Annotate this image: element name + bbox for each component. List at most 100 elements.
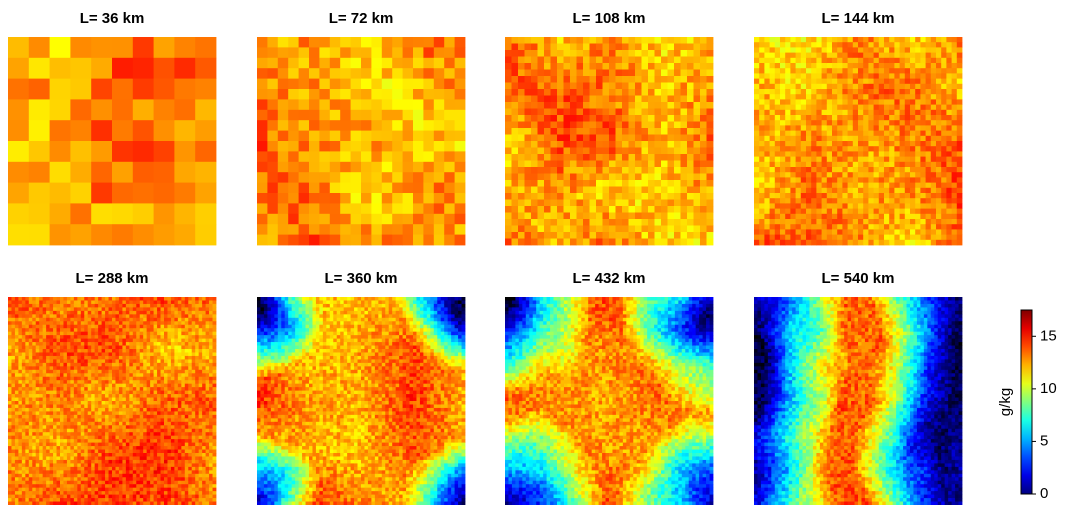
heatmap-cell xyxy=(454,37,466,48)
heatmap-cell xyxy=(842,42,848,48)
heatmap-cell xyxy=(628,225,636,233)
heatmap-cell xyxy=(60,307,64,312)
heatmap-cell xyxy=(105,404,109,409)
heatmap-cell xyxy=(654,63,662,70)
heatmap-cell xyxy=(936,78,942,85)
heatmap-cell xyxy=(11,453,16,457)
heatmap-cell xyxy=(39,463,44,468)
heatmap-cell xyxy=(899,213,906,220)
heatmap-cell xyxy=(101,466,106,471)
heatmap-cell xyxy=(941,239,947,246)
heatmap-cell xyxy=(680,115,688,122)
heatmap-cell xyxy=(570,82,577,90)
heatmap-cell xyxy=(267,57,279,69)
heatmap-cell xyxy=(11,394,16,398)
heatmap-cell xyxy=(641,115,649,122)
heatmap-cell xyxy=(381,151,393,163)
heatmap-cell xyxy=(63,359,68,364)
heatmap-cell xyxy=(936,177,942,183)
heatmap-cell xyxy=(80,352,85,357)
heatmap-cell xyxy=(609,212,616,220)
heatmap-cell xyxy=(785,198,791,204)
heatmap-cell xyxy=(11,366,16,371)
heatmap-cell xyxy=(28,57,50,79)
heatmap-cell xyxy=(32,390,37,395)
heatmap-cell xyxy=(8,78,30,100)
heatmap-cell xyxy=(596,121,603,129)
heatmap-cell xyxy=(873,130,880,137)
heatmap-cell xyxy=(350,68,362,79)
heatmap-cell xyxy=(11,432,16,437)
heatmap-cell xyxy=(936,104,942,111)
heatmap-cell xyxy=(105,359,109,364)
heatmap-cell xyxy=(91,161,113,183)
heatmap-cell xyxy=(769,198,776,204)
heatmap-cell xyxy=(884,172,890,178)
heatmap-cell xyxy=(920,47,926,53)
heatmap-cell xyxy=(32,324,37,329)
heatmap-cell xyxy=(706,56,714,64)
heatmap-cell xyxy=(132,37,154,59)
heatmap-cell xyxy=(693,238,701,246)
heatmap-cell xyxy=(936,73,942,79)
heatmap-cell xyxy=(84,466,89,471)
heatmap-cell xyxy=(18,369,23,374)
heatmap-cell xyxy=(894,213,900,220)
heatmap-cell xyxy=(641,219,649,226)
heatmap-cell xyxy=(915,135,921,142)
heatmap-cell xyxy=(66,466,71,471)
heatmap-cell xyxy=(8,317,12,322)
heatmap-cell xyxy=(28,484,33,489)
heatmap-cell xyxy=(628,121,636,129)
heatmap-cell xyxy=(94,414,99,419)
heatmap-cell xyxy=(319,120,331,131)
heatmap-cell xyxy=(35,446,40,450)
heatmap-cell xyxy=(609,232,616,239)
heatmap-cell xyxy=(28,338,33,343)
heatmap-cell xyxy=(524,238,532,246)
heatmap-cell xyxy=(39,477,44,482)
heatmap-cell xyxy=(195,57,217,79)
heatmap-cell xyxy=(764,130,770,137)
heatmap-cell xyxy=(298,78,310,90)
heatmap-cell xyxy=(11,307,16,312)
heatmap-cell xyxy=(826,167,833,173)
heatmap-cell xyxy=(63,338,68,343)
heatmap-cell xyxy=(795,89,802,95)
heatmap-cell xyxy=(112,380,116,385)
heatmap-cell xyxy=(329,89,341,100)
heatmap-cell xyxy=(654,56,662,64)
heatmap-cell xyxy=(956,151,963,157)
heatmap-cell xyxy=(21,342,26,346)
heatmap-cell xyxy=(257,172,268,183)
heatmap-cell xyxy=(84,470,89,475)
heatmap-cell xyxy=(21,390,26,395)
heatmap-cell xyxy=(790,73,796,79)
heatmap-cell xyxy=(94,324,99,329)
heatmap-cell xyxy=(53,352,57,357)
heatmap-cell xyxy=(615,173,623,181)
panel-title: L= 72 km xyxy=(329,10,394,27)
heatmap-cell xyxy=(524,173,532,181)
heatmap-cell xyxy=(609,160,616,168)
heatmap-cell xyxy=(101,310,106,315)
heatmap-cell xyxy=(392,68,403,79)
heatmap-cell xyxy=(94,435,99,440)
heatmap-cell xyxy=(53,359,57,364)
heatmap-cell xyxy=(77,383,82,388)
heatmap-cell xyxy=(544,115,551,122)
heatmap-cell xyxy=(780,47,786,53)
heatmap-cell xyxy=(602,69,610,77)
heatmap-cell xyxy=(28,366,33,371)
heatmap-cell xyxy=(609,134,616,142)
heatmap-cell xyxy=(195,224,217,246)
heatmap-cell xyxy=(25,435,30,440)
heatmap-cell xyxy=(661,199,668,207)
heatmap-cell xyxy=(11,383,16,388)
heatmap-cell xyxy=(32,453,37,457)
heatmap-cell xyxy=(329,68,341,79)
heatmap-cell xyxy=(14,466,19,471)
heatmap-cell xyxy=(518,69,525,77)
heatmap-cell xyxy=(648,37,655,44)
heatmap-cell xyxy=(66,321,71,326)
